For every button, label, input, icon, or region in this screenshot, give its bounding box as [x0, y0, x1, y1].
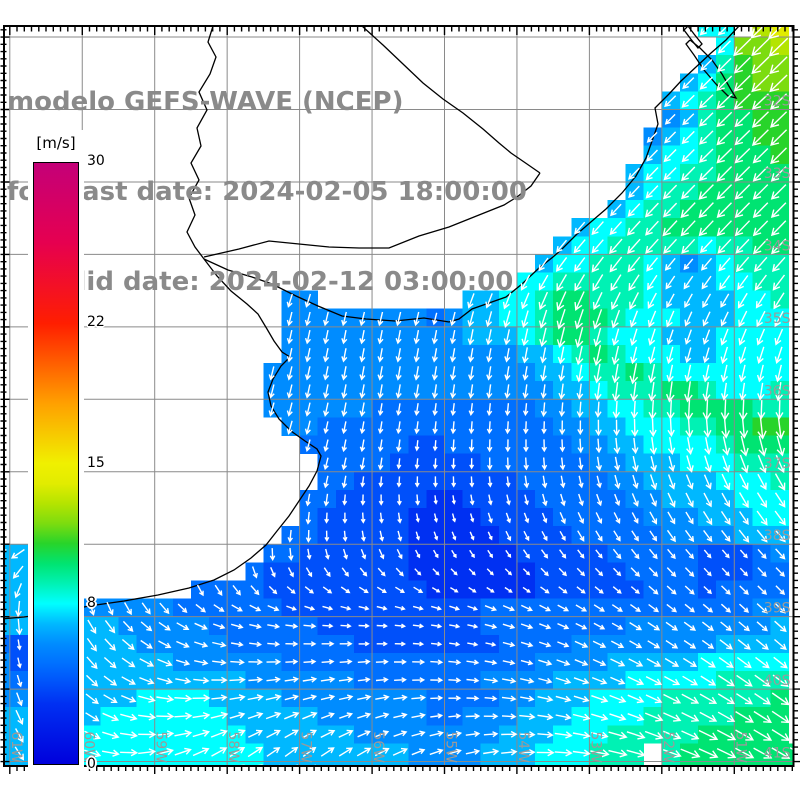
svg-text:57W: 57W	[298, 731, 314, 763]
coastline-north_shore_atlantic	[203, 26, 740, 323]
axis-ticks	[0, 26, 800, 774]
svg-text:60W: 60W	[80, 731, 96, 763]
colorbar-tick-label: 8	[87, 595, 96, 612]
coastline-lagoon_a	[685, 39, 738, 100]
svg-text:40S: 40S	[764, 673, 791, 689]
coastline	[4, 26, 740, 620]
colorbar-gradient	[33, 162, 79, 765]
svg-text:34S: 34S	[764, 238, 791, 254]
longitude-labels: 61W 60W 59W 58W 57W 56W 55W 54W 53W 52W 51W	[8, 731, 748, 763]
svg-text:53W: 53W	[587, 731, 603, 763]
colorbar-tick-label: 22	[87, 313, 105, 330]
map-frame	[3, 25, 795, 767]
svg-text:37S: 37S	[764, 456, 791, 472]
latitude-labels: 32S 33S 34S 35S 36S 37S 38S 39S 40S 41S	[764, 94, 791, 762]
svg-text:38S: 38S	[764, 528, 791, 544]
svg-text:41S: 41S	[764, 746, 791, 762]
svg-text:61W: 61W	[8, 731, 24, 763]
coastline-uruguay_river	[186, 26, 217, 260]
svg-text:36S: 36S	[764, 383, 791, 399]
svg-text:39S: 39S	[764, 601, 791, 617]
svg-text:33S: 33S	[764, 166, 791, 182]
colorbar-tick-label: 0	[87, 756, 96, 772]
svg-text:59W: 59W	[153, 731, 169, 763]
svg-text:35S: 35S	[764, 311, 791, 327]
svg-text:52W: 52W	[660, 731, 676, 763]
colorbar-unit-label: [m/s]	[36, 134, 76, 152]
svg-text:51W: 51W	[732, 731, 748, 763]
colorbar-tick-label: 15	[87, 454, 105, 471]
colorbar-tick-label: 30	[87, 153, 105, 169]
svg-text:54W: 54W	[515, 731, 531, 763]
svg-text:56W: 56W	[370, 731, 386, 763]
coastline-border_river	[361, 26, 541, 174]
coastline-negro_river	[203, 172, 541, 258]
coastline-south_coast	[4, 258, 322, 620]
wind-arrows	[4, 26, 794, 766]
svg-text:58W: 58W	[225, 731, 241, 763]
svg-text:32S: 32S	[764, 94, 791, 110]
svg-text:55W: 55W	[443, 731, 459, 763]
